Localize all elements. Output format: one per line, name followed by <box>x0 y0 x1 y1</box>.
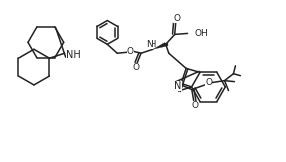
Text: O: O <box>132 63 140 72</box>
Text: O: O <box>191 101 198 110</box>
Text: O: O <box>173 14 180 23</box>
Text: N: N <box>174 81 182 91</box>
Text: O: O <box>205 78 212 87</box>
Text: NH: NH <box>66 50 80 60</box>
Polygon shape <box>153 43 167 49</box>
Text: H: H <box>149 40 155 49</box>
Text: N: N <box>146 40 153 49</box>
Text: O: O <box>127 47 134 56</box>
Text: OH: OH <box>194 29 208 38</box>
